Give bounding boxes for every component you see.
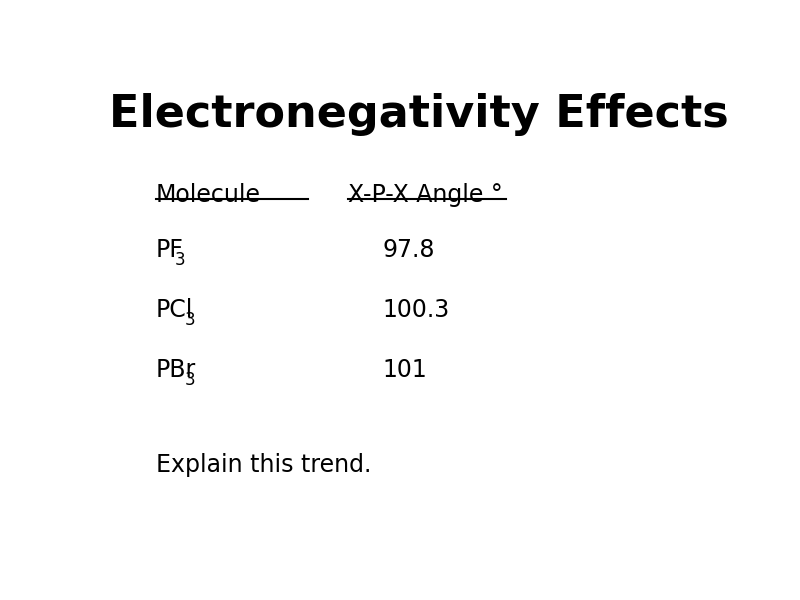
Text: 97.8: 97.8 (382, 238, 434, 262)
Text: Molecule: Molecule (156, 183, 261, 207)
Text: 3: 3 (185, 311, 195, 329)
Text: 3: 3 (185, 371, 195, 389)
Text: 100.3: 100.3 (382, 298, 450, 322)
Text: Electronegativity Effects: Electronegativity Effects (110, 93, 729, 136)
Text: PF: PF (156, 238, 184, 262)
Text: 101: 101 (382, 358, 427, 382)
Text: PBr: PBr (156, 358, 196, 382)
Text: PCl: PCl (156, 298, 193, 322)
Text: X-P-X Angle °: X-P-X Angle ° (348, 183, 502, 207)
Text: Explain this trend.: Explain this trend. (156, 453, 371, 477)
Text: 3: 3 (175, 251, 186, 269)
